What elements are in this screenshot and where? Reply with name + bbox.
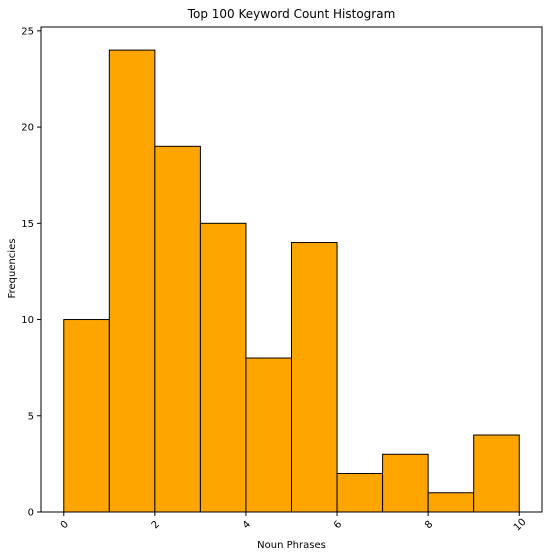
y-tick-label-5: 25 [21,26,34,37]
histogram-bar-4 [245,357,292,513]
y-axis-ticks: 0 5 10 15 20 25 [21,26,41,519]
y-tick-label-3: 15 [21,219,34,230]
histogram-bar-7 [382,453,429,513]
plot-frame [40,26,543,513]
chart-title: Top 100 Keyword Count Histogram [187,7,396,21]
histogram-bar-0 [63,319,110,513]
y-axis-label: Frequencies [7,239,18,299]
y-tick-label-2: 10 [21,315,34,326]
histogram-bar-8 [427,492,475,513]
histogram-bars [63,49,520,513]
histogram-bar-1 [108,49,156,513]
y-tick-label-4: 20 [21,123,34,134]
histogram-bar-6 [336,473,384,513]
y-tick-label-1: 5 [28,411,34,422]
histogram-bar-3 [199,222,247,513]
histogram-bar-2 [154,145,201,513]
histogram-bar-5 [291,242,338,513]
y-tick-label-0: 0 [28,508,34,519]
histogram-bar-9 [473,434,520,513]
x-axis-label: Noun Phrases [257,540,326,551]
